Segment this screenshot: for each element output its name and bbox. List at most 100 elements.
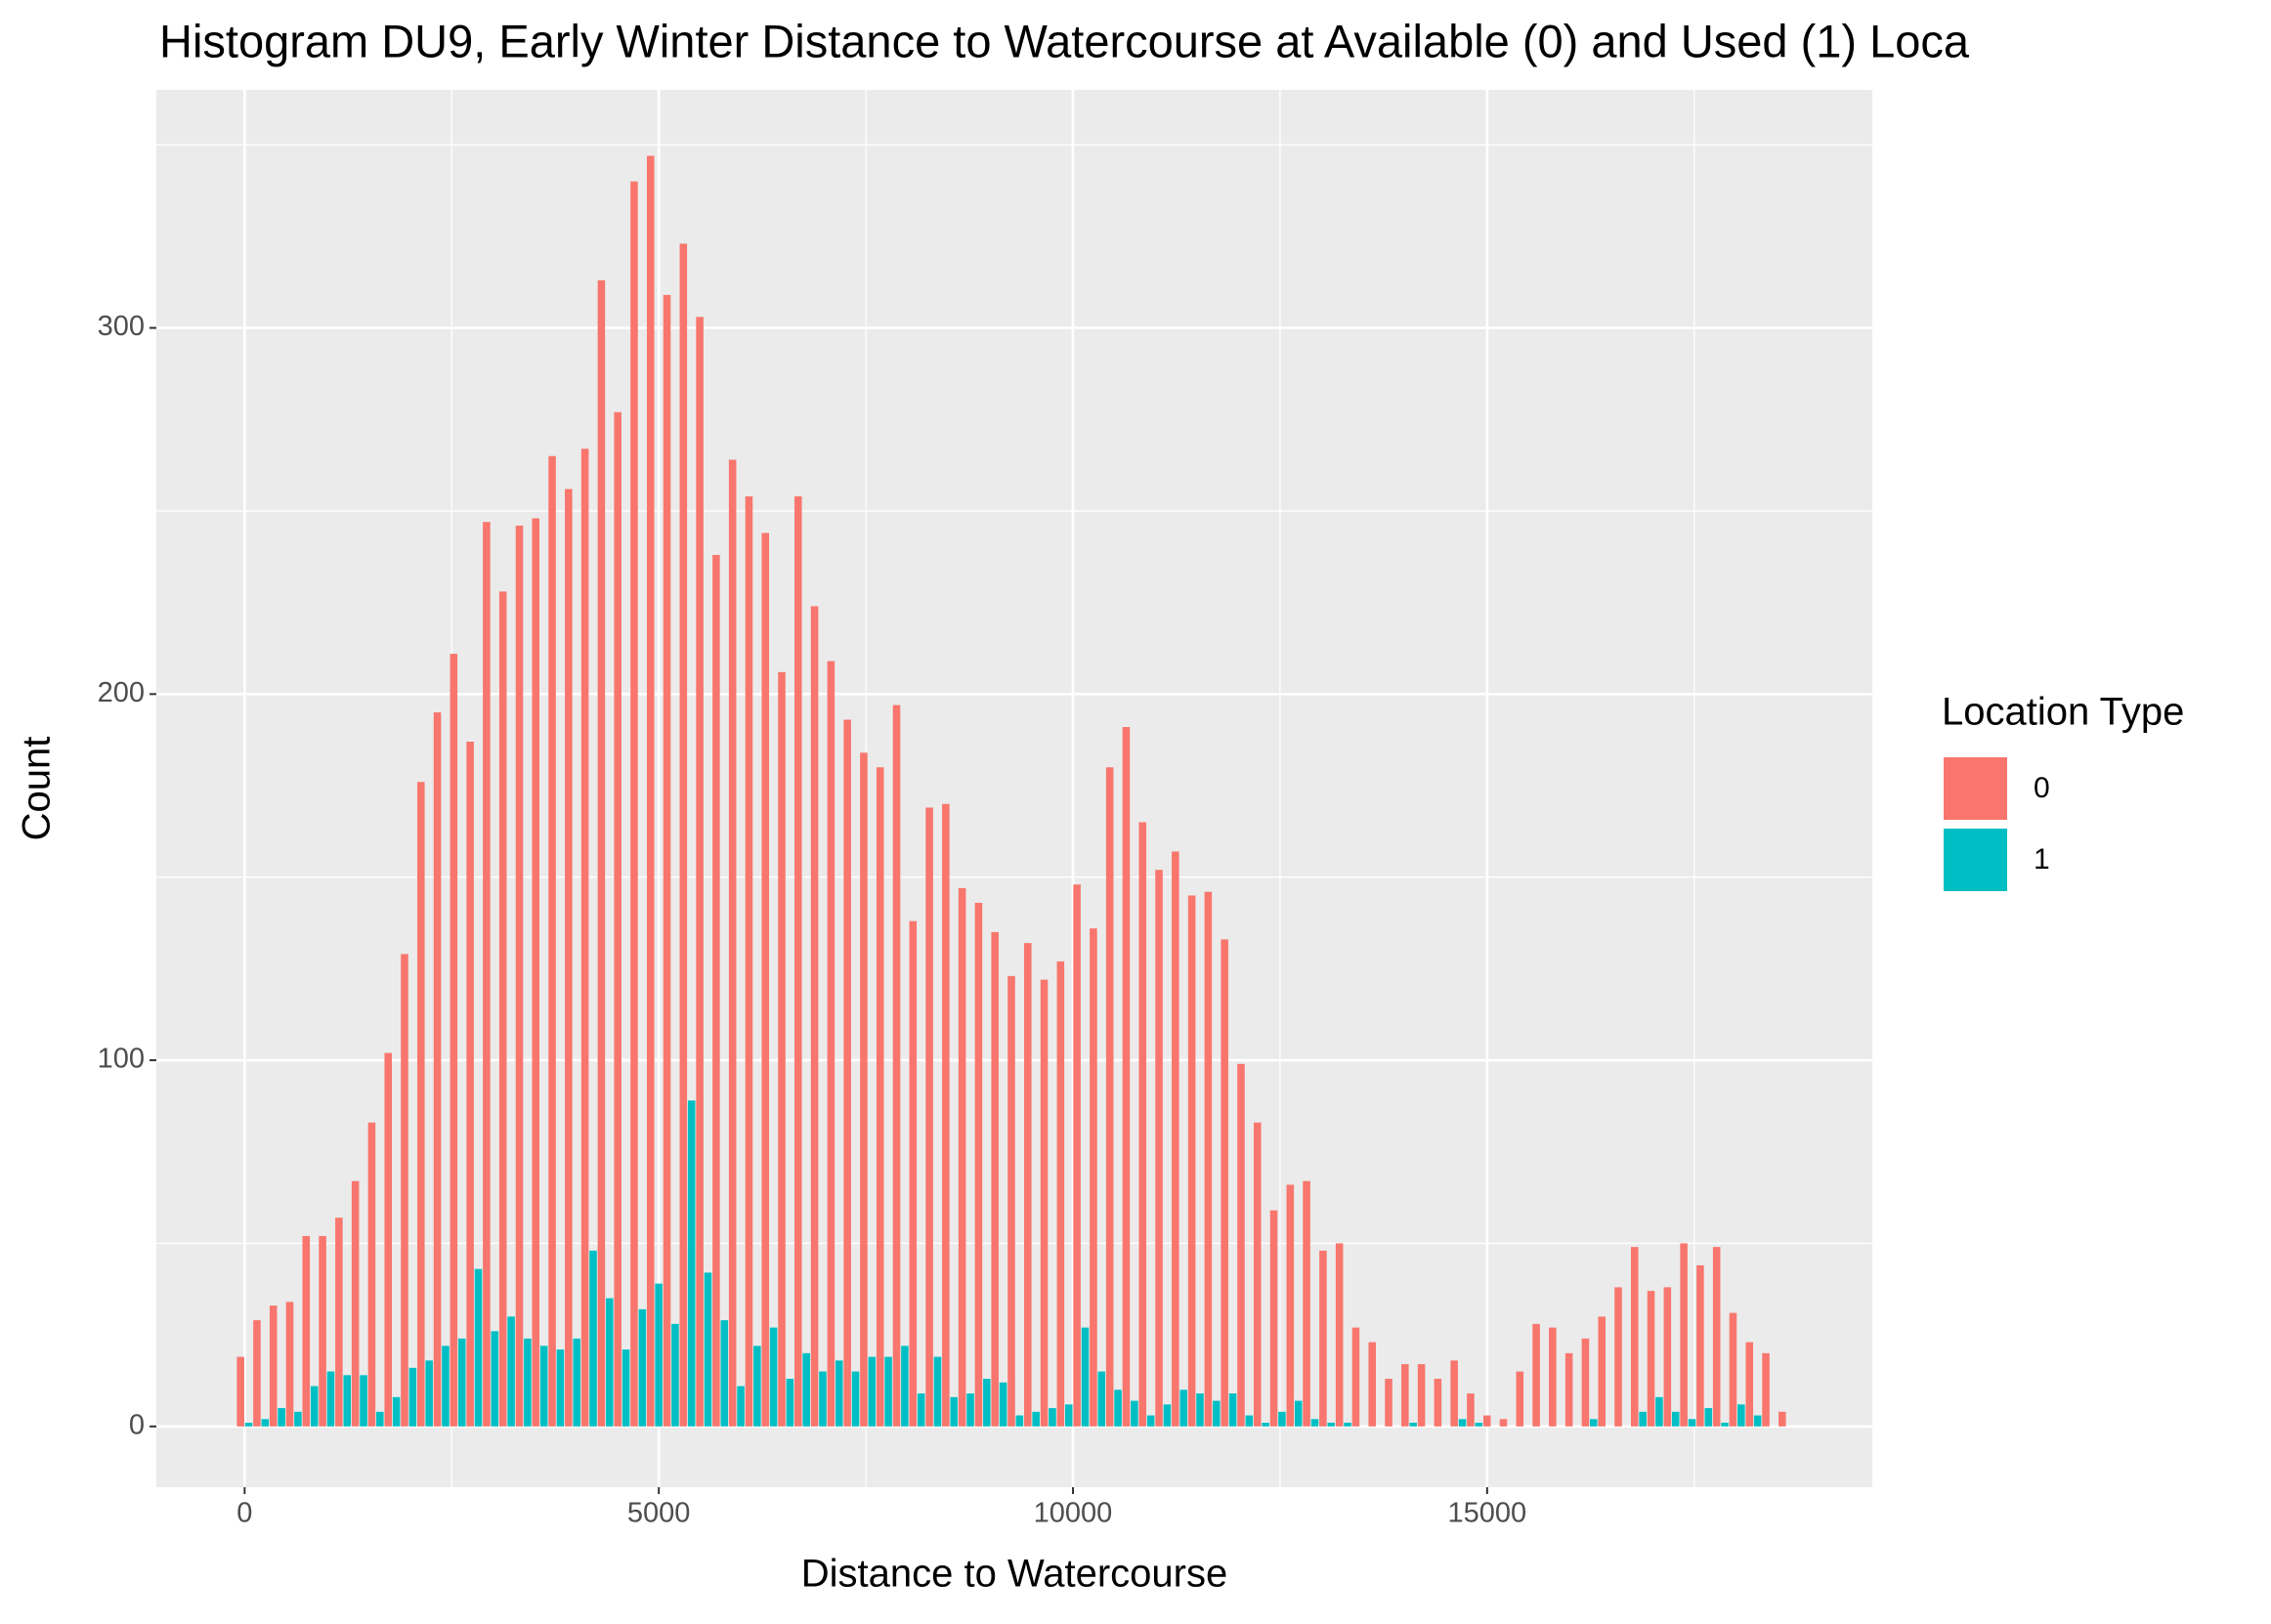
bar (769, 1327, 778, 1427)
bar (376, 1411, 384, 1427)
bar (1204, 891, 1213, 1427)
bar (745, 495, 753, 1427)
x-tick-label: 0 (236, 1498, 252, 1529)
bar (671, 1323, 679, 1427)
bar (1712, 1247, 1721, 1427)
bar (753, 1346, 761, 1427)
bar (1172, 851, 1179, 1427)
bar (1303, 1180, 1310, 1427)
bar (1056, 961, 1065, 1427)
bar (606, 1298, 614, 1427)
bar (450, 654, 458, 1427)
bar (925, 807, 933, 1427)
bar (901, 1346, 909, 1427)
chart-title: Histogram DU9, Early Winter Distance to … (159, 15, 1970, 66)
bar (786, 1379, 794, 1427)
bar (1482, 1415, 1491, 1427)
bar (302, 1235, 311, 1427)
bar (1105, 767, 1114, 1427)
bar (244, 1423, 253, 1427)
bar (269, 1305, 278, 1427)
y-axis-label: Count (16, 737, 59, 841)
bar (1549, 1327, 1557, 1427)
bar (1344, 1423, 1351, 1427)
legend-label: 0 (2034, 772, 2050, 804)
bar (1671, 1411, 1680, 1427)
bar (1680, 1243, 1688, 1427)
bar (950, 1396, 959, 1427)
bar (1286, 1184, 1295, 1427)
bar (1417, 1364, 1426, 1427)
bar (860, 752, 868, 1427)
bar (802, 1352, 810, 1427)
bar (1729, 1312, 1737, 1427)
bar (1122, 727, 1131, 1427)
bar (1245, 1415, 1254, 1427)
bar (909, 920, 918, 1427)
bar (556, 1349, 565, 1427)
bar (1007, 975, 1015, 1427)
bar (285, 1302, 294, 1427)
bar (737, 1386, 745, 1427)
bar (335, 1218, 343, 1427)
bar (720, 1320, 729, 1427)
bar (1499, 1419, 1508, 1427)
bar (1721, 1423, 1729, 1427)
x-tick-label: 10000 (1034, 1498, 1113, 1529)
bar (1745, 1342, 1754, 1427)
bar (704, 1272, 712, 1427)
bar (1064, 1404, 1073, 1427)
bar (1655, 1396, 1663, 1427)
bar (1335, 1243, 1344, 1427)
bar (236, 1356, 244, 1427)
bar (1598, 1316, 1606, 1427)
bar (1049, 1408, 1056, 1427)
bar (384, 1052, 392, 1427)
bar (392, 1396, 401, 1427)
bar (917, 1393, 925, 1427)
legend-label: 1 (2034, 843, 2050, 876)
y-tick-label: 0 (129, 1409, 145, 1440)
bar (843, 719, 851, 1427)
bar (1458, 1419, 1467, 1427)
legend-key (1944, 829, 2007, 891)
bar (1351, 1327, 1360, 1427)
bar (1269, 1210, 1278, 1427)
bar (548, 455, 556, 1427)
bar (1262, 1423, 1269, 1427)
bar (278, 1408, 285, 1427)
bar (1253, 1122, 1262, 1427)
bar (1630, 1247, 1639, 1427)
bar (712, 554, 720, 1427)
bar (1590, 1419, 1598, 1427)
bar (966, 1393, 974, 1427)
bar (524, 1338, 532, 1427)
bar (1131, 1400, 1138, 1427)
bar (1213, 1400, 1221, 1427)
bar (1663, 1287, 1672, 1427)
bar (319, 1235, 326, 1427)
bar (483, 522, 491, 1427)
bar (589, 1250, 597, 1427)
bar (1015, 1415, 1024, 1427)
bar (1564, 1352, 1573, 1427)
bar (442, 1346, 450, 1427)
x-tick-label: 5000 (627, 1498, 691, 1529)
bar (646, 155, 655, 1427)
bar (1614, 1287, 1622, 1427)
bar (761, 533, 770, 1427)
bar (1688, 1419, 1696, 1427)
bar (367, 1122, 376, 1427)
bar (1753, 1415, 1762, 1427)
bar (1778, 1411, 1786, 1427)
bar (868, 1356, 877, 1427)
bar (417, 782, 425, 1427)
bar (1581, 1338, 1590, 1427)
legend-key (1944, 757, 2007, 820)
bar (958, 887, 966, 1427)
bar (507, 1316, 515, 1427)
bar (1196, 1393, 1204, 1427)
bar (835, 1360, 843, 1427)
bar (1179, 1389, 1187, 1427)
